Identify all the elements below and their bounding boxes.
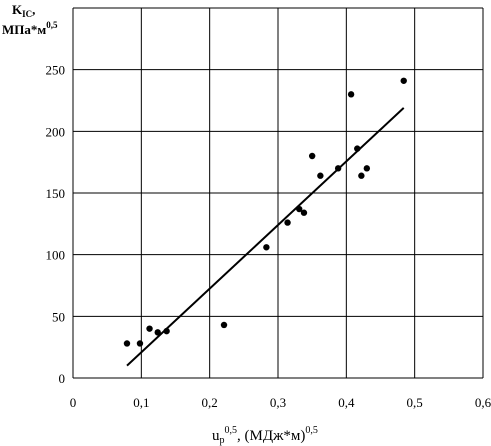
data-point [123, 340, 131, 347]
data-point [220, 321, 228, 329]
y-tick-label: 250 [46, 63, 66, 78]
data-point [146, 325, 153, 332]
y-axis-label-line2: МПа*м0,5 [2, 20, 58, 37]
x-tick-label: 0,1 [133, 395, 149, 410]
y-tick-label: 100 [46, 248, 66, 263]
data-point [295, 205, 303, 213]
x-axis-label: up0,5, (МДж*м)0,5 [212, 425, 318, 446]
x-tick-label: 0 [70, 395, 77, 410]
data-point [358, 172, 365, 179]
data-point [354, 145, 361, 152]
data-point [300, 209, 308, 216]
y-axis-label-line1: KIC, [12, 2, 35, 19]
data-point [347, 91, 355, 98]
y-tick-label: 50 [52, 309, 65, 324]
data-point [163, 327, 170, 335]
data-point [136, 340, 144, 347]
data-point [154, 329, 161, 336]
data-points [123, 77, 407, 347]
x-tick-label: 0,2 [202, 395, 218, 410]
data-point [263, 244, 270, 251]
y-tick-label: 200 [46, 124, 66, 139]
y-tick-label: 0 [59, 371, 66, 386]
x-tick-label: 0,4 [338, 395, 355, 410]
x-tick-label: 0,3 [270, 395, 286, 410]
x-tick-label: 0,5 [407, 395, 423, 410]
data-point [363, 165, 371, 172]
data-point [400, 77, 407, 84]
trend-line [126, 107, 405, 367]
data-point [317, 172, 324, 179]
data-point [334, 165, 342, 172]
x-tick-labels: 0 0,1 0,2 0,3 0,4 0,5 0,6 [70, 395, 491, 410]
x-tick-label: 0,6 [475, 395, 491, 410]
grid-lines [72, 7, 484, 379]
data-point [284, 219, 291, 226]
y-tick-labels: 0 50 100 150 200 250 [46, 63, 66, 386]
data-point [308, 152, 316, 160]
y-tick-label: 150 [46, 186, 66, 201]
